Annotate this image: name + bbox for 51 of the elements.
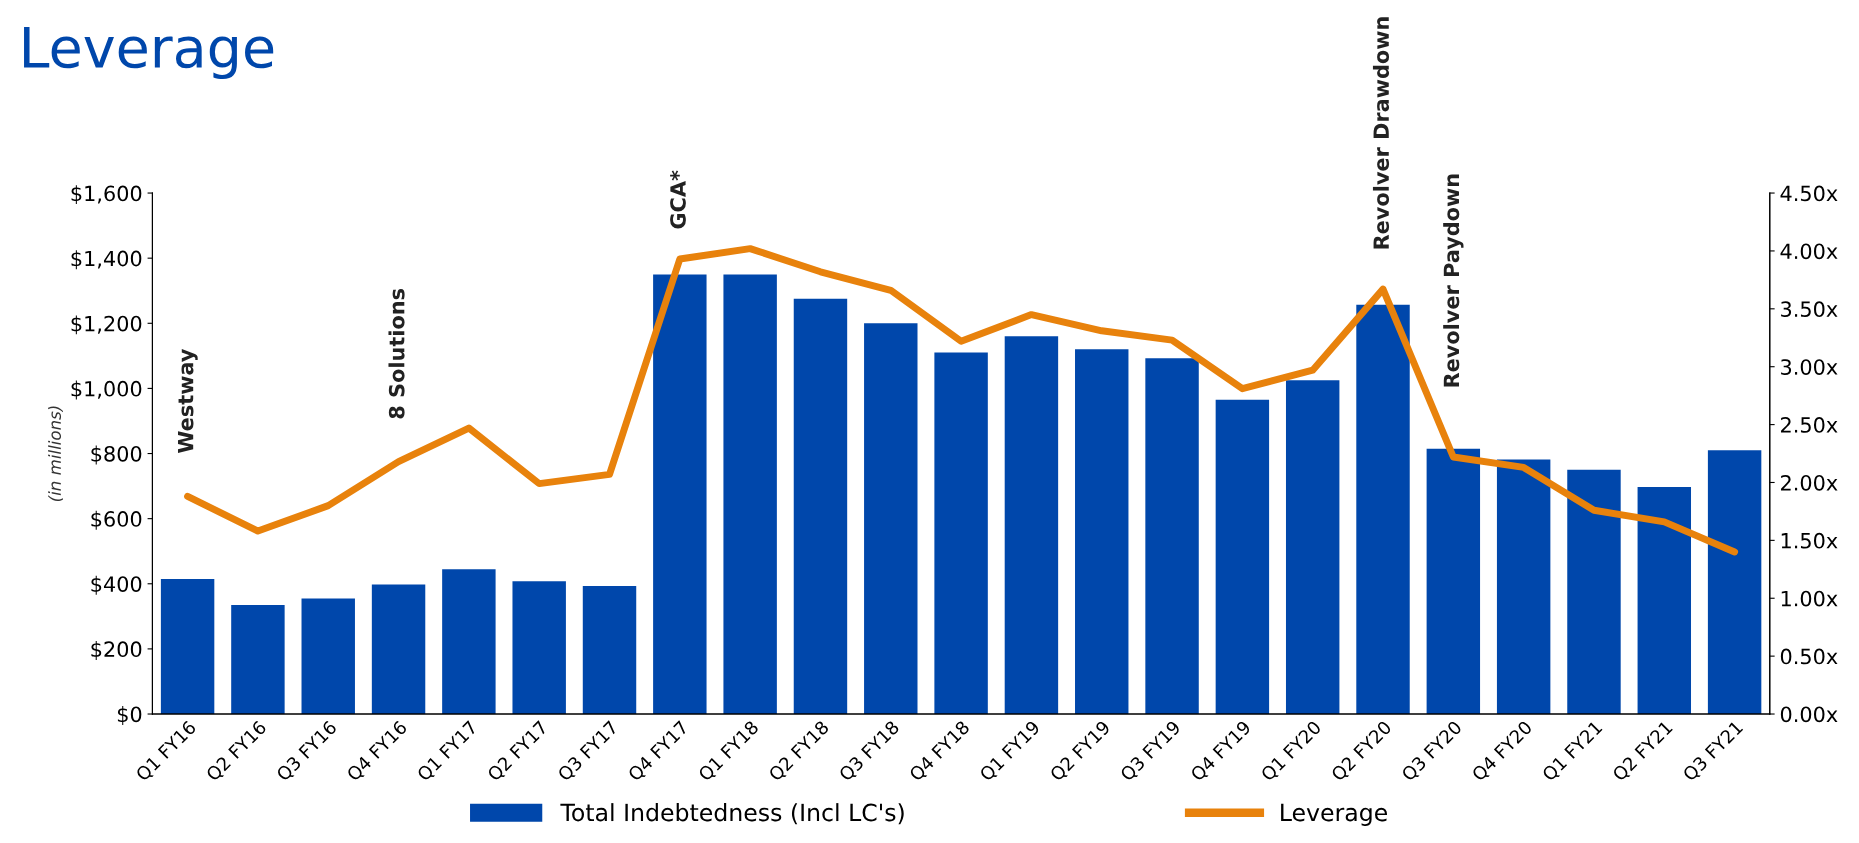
bar bbox=[653, 274, 707, 715]
bar bbox=[1496, 459, 1551, 715]
y-tick-label: $0 bbox=[117, 706, 142, 725]
y-tick-label: $1,000 bbox=[71, 380, 142, 400]
bar bbox=[231, 604, 285, 715]
bar bbox=[1707, 450, 1762, 715]
annotation: GCA* bbox=[670, 170, 686, 229]
bar bbox=[864, 323, 918, 715]
y2-tick-label: 3.00x bbox=[1781, 359, 1838, 375]
bar bbox=[934, 352, 988, 715]
y-tick-label: $800 bbox=[91, 445, 142, 465]
annotation: Revolver Paydown bbox=[1443, 174, 1464, 387]
y2-tick-label: 1.00x bbox=[1781, 590, 1838, 607]
bar bbox=[160, 578, 215, 715]
bar bbox=[301, 598, 355, 715]
bar bbox=[512, 581, 566, 715]
legend-label: Total Indebtedness (Incl LC's) bbox=[560, 803, 904, 825]
bar bbox=[1637, 487, 1692, 715]
bar bbox=[723, 274, 777, 715]
y2-tick-label: 4.50x bbox=[1780, 185, 1838, 202]
chart-title: Leverage bbox=[24, 27, 274, 80]
y2-tick-label: 0.00x bbox=[1780, 706, 1838, 723]
bar bbox=[1075, 349, 1129, 715]
bar bbox=[1145, 358, 1199, 715]
bar bbox=[1356, 304, 1410, 715]
y-tick-label: $1,400 bbox=[71, 250, 142, 270]
bar bbox=[1285, 380, 1340, 715]
bar bbox=[442, 569, 496, 715]
y-tick-label: $1,600 bbox=[71, 185, 142, 205]
bar bbox=[793, 298, 848, 715]
bar bbox=[371, 584, 426, 715]
legend-label: Leverage bbox=[1281, 803, 1387, 826]
bar bbox=[1004, 336, 1059, 715]
y2-tick-label: 3.50x bbox=[1781, 301, 1838, 318]
y2-tick-label: 4.00x bbox=[1780, 243, 1838, 260]
y-axis-title: (in millions) bbox=[48, 406, 63, 502]
y-tick-label: $1,200 bbox=[71, 315, 142, 335]
y-tick-label: $200 bbox=[91, 640, 142, 660]
bar bbox=[1567, 469, 1621, 715]
annotation: 8 Solutions bbox=[388, 288, 405, 419]
bar bbox=[1215, 399, 1270, 715]
bar bbox=[1426, 448, 1481, 715]
y-tick-label: $600 bbox=[91, 510, 142, 530]
bar bbox=[582, 586, 637, 715]
y2-tick-label: 1.50x bbox=[1781, 532, 1838, 549]
annotation: Westway bbox=[177, 348, 198, 453]
y2-tick-label: 0.50x bbox=[1780, 648, 1838, 665]
y2-tick-label: 2.00x bbox=[1781, 474, 1838, 491]
y2-tick-label: 2.50x bbox=[1781, 417, 1838, 433]
y-tick-label: $400 bbox=[91, 575, 142, 595]
annotation: Revolver Drawdown bbox=[1372, 17, 1390, 249]
